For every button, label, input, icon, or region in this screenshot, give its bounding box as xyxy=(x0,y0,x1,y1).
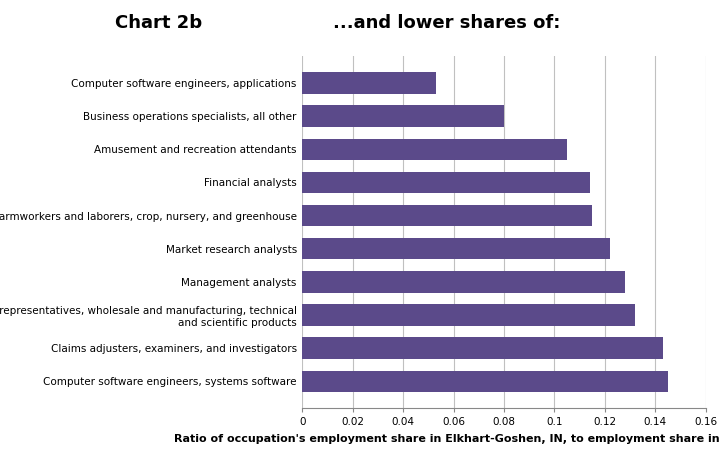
Text: Chart 2b: Chart 2b xyxy=(114,14,202,32)
Bar xyxy=(302,72,436,94)
Bar xyxy=(302,106,504,127)
Bar xyxy=(302,337,662,359)
Text: ...and lower shares of:: ...and lower shares of: xyxy=(333,14,560,32)
Bar xyxy=(302,172,590,193)
X-axis label: Ratio of occupation's employment share in Elkhart-Goshen, IN, to employment shar: Ratio of occupation's employment share i… xyxy=(174,434,720,444)
Bar xyxy=(302,271,625,293)
Bar xyxy=(302,304,635,326)
Bar xyxy=(302,238,610,259)
Bar xyxy=(302,138,567,160)
Bar xyxy=(302,205,593,227)
Bar xyxy=(302,371,668,392)
